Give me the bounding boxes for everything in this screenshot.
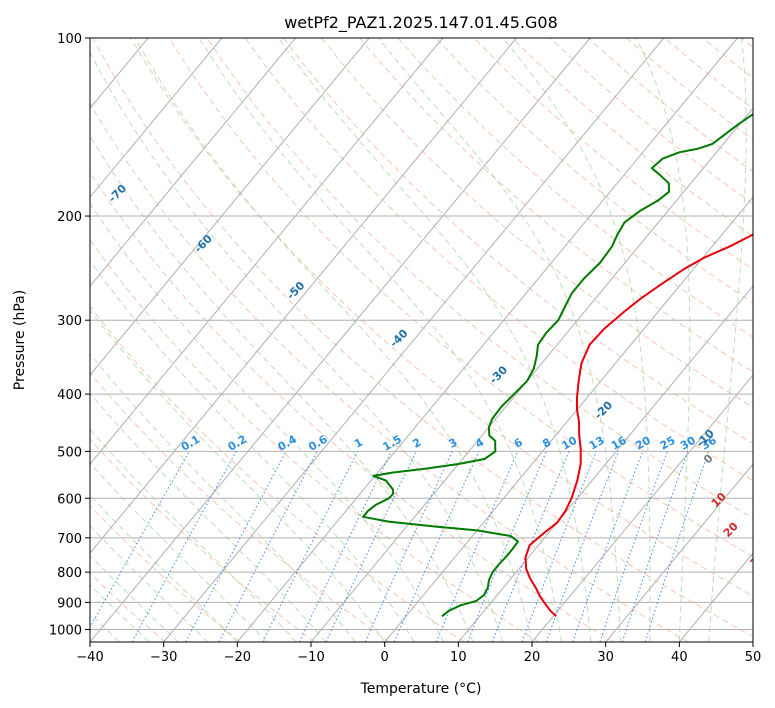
y-axis: 100 200 300 400 500 600 700 800 900 1000 [49, 32, 90, 638]
mixing-ratio-line [90, 451, 190, 629]
isotherm [90, 38, 591, 642]
y-tick-label: 200 [57, 210, 82, 225]
isotherm [90, 38, 370, 376]
isotherm [605, 463, 753, 642]
x-tick-label: 40 [671, 650, 688, 665]
moist-adiabat [198, 38, 562, 642]
isotherm [163, 38, 665, 642]
isotherm [90, 38, 223, 198]
mixing-ratio-line [545, 451, 619, 642]
isotherm [236, 38, 738, 642]
x-tick-label: −30 [150, 650, 177, 665]
dry-adiabat [90, 572, 166, 642]
mixing-ratio-line [644, 451, 710, 642]
x-tick-label: 30 [597, 650, 614, 665]
y-tick-label: 800 [57, 566, 82, 581]
isotherm [90, 38, 517, 554]
mixing-ratio-line [621, 451, 689, 642]
dry-adiabat [90, 239, 540, 642]
isotherm [531, 374, 753, 642]
dry-adiabat [206, 38, 753, 519]
isotherm [384, 196, 753, 642]
isotherm [457, 285, 753, 642]
x-axis: −40 −30 −20 −10 0 10 20 30 40 50 [76, 642, 761, 665]
y-axis-label: Pressure (hPa) [12, 290, 28, 390]
mixing-ratio-line [599, 451, 668, 642]
x-tick-label: −10 [297, 650, 324, 665]
mixing-ratio-line [262, 451, 359, 642]
moist-adiabat-label: 30 [748, 550, 768, 570]
dry-adiabat [90, 505, 241, 642]
temperature-line [524, 233, 753, 618]
x-tick-label: 50 [745, 650, 762, 665]
x-tick-label: −20 [224, 650, 251, 665]
moist-adiabat [90, 353, 356, 642]
y-tick-label: 100 [57, 32, 82, 47]
dry-adiabat [244, 38, 753, 482]
moist-adiabat [134, 38, 533, 642]
dry-adiabat [90, 102, 689, 642]
profile-lines [362, 113, 753, 618]
y-tick-label: 900 [57, 596, 82, 611]
dry-adiabat [90, 305, 465, 642]
mixing-ratio-line [521, 451, 597, 642]
y-tick-label: 1000 [49, 623, 82, 638]
x-tick-label: 0 [381, 650, 389, 665]
dry-adiabat [168, 38, 753, 558]
plot-frame [89, 37, 754, 643]
moist-adiabat [90, 554, 179, 642]
isotherm [90, 38, 296, 287]
moist-adiabat [378, 38, 621, 642]
y-tick-label: 400 [57, 388, 82, 403]
mixing-ratio-line [491, 451, 570, 642]
dry-adiabat [283, 38, 753, 445]
moist-adiabat [635, 38, 691, 642]
dewpoint-line [362, 113, 753, 618]
moist-adiabat [90, 525, 209, 642]
y-tick-label: 700 [57, 532, 82, 547]
moist-adiabat [708, 38, 747, 642]
moist-adiabat [90, 392, 327, 642]
dry-adiabat [435, 38, 753, 304]
x-axis-label: Temperature (°C) [360, 681, 482, 697]
moist-adiabat [90, 51, 503, 642]
mixing-ratio-line [572, 451, 644, 642]
isotherm [310, 107, 753, 642]
moist-adiabat [90, 494, 238, 642]
dry-adiabat [90, 171, 614, 642]
y-tick-label: 600 [57, 492, 82, 507]
x-tick-label: 10 [450, 650, 467, 665]
moist-adiabat [90, 309, 386, 642]
y-tick-label: 500 [57, 445, 82, 460]
plot-area: 0.10.20.40.611.52346810131620253036-100-… [90, 38, 768, 642]
dry-adiabat [90, 372, 390, 642]
moist-adiabat [90, 134, 474, 642]
moist-adiabat [90, 259, 415, 642]
isotherm [90, 38, 444, 465]
x-tick-label: −40 [76, 650, 103, 665]
moist-adiabat [502, 38, 651, 642]
mixing-ratio-line [435, 451, 519, 642]
mixing-ratio-line [131, 451, 237, 642]
x-tick-label: 20 [524, 650, 541, 665]
moist-adiabat [277, 38, 592, 642]
mixing-ratio-line [393, 451, 480, 642]
chart-title: wetPf2_PAZ1.2025.147.01.45.G08 [284, 13, 558, 33]
y-tick-label: 300 [57, 314, 82, 329]
